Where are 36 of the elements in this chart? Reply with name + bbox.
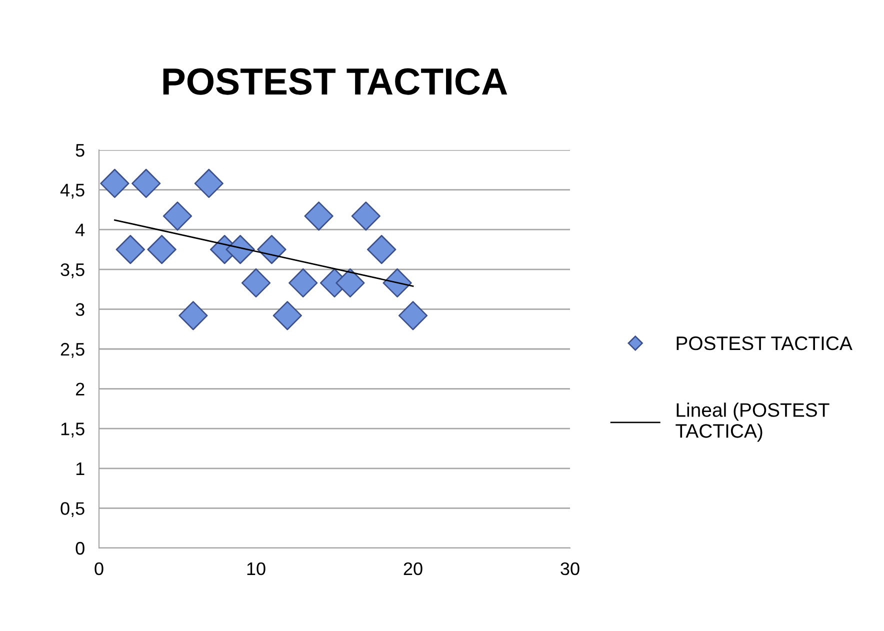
legend-label: Lineal (POSTEST TACTICA) [676, 402, 830, 442]
point [288, 268, 318, 298]
legend-label: POSTEST TACTICA [676, 336, 852, 350]
y-tick-label: 1 [76, 462, 84, 475]
point [304, 201, 334, 231]
point [241, 268, 271, 298]
y-tick-label: 5 [76, 144, 84, 157]
point [257, 234, 286, 264]
y-tick-label: 0,5 [60, 502, 84, 518]
point [336, 268, 365, 298]
point [367, 234, 396, 264]
y-tick-label: 4 [75, 224, 85, 236]
y-tick-label: 1,5 [61, 422, 84, 438]
chart-title: POSTEST TACTICA [163, 68, 508, 95]
point [147, 234, 176, 264]
point [226, 234, 255, 264]
point [398, 300, 428, 330]
point [272, 300, 302, 330]
point [162, 201, 192, 231]
x-tick-label: 10 [247, 562, 266, 576]
y-tick-label: 4,5 [60, 184, 84, 199]
x-tick-label: 20 [404, 562, 422, 576]
point [132, 168, 161, 198]
point [178, 300, 208, 330]
x-tick-label: 0 [94, 562, 104, 576]
point [116, 234, 145, 264]
point [382, 268, 412, 298]
y-tick-label: 3 [76, 303, 84, 316]
y-tick-label: 2,5 [60, 342, 84, 358]
x-tick-label: 30 [560, 562, 580, 576]
point [100, 168, 130, 198]
y-tick-label: 3,5 [60, 263, 84, 278]
point [351, 201, 380, 231]
y-tick-label: 2 [76, 382, 84, 396]
point [194, 168, 224, 198]
y-tick-label: 0 [76, 542, 84, 555]
